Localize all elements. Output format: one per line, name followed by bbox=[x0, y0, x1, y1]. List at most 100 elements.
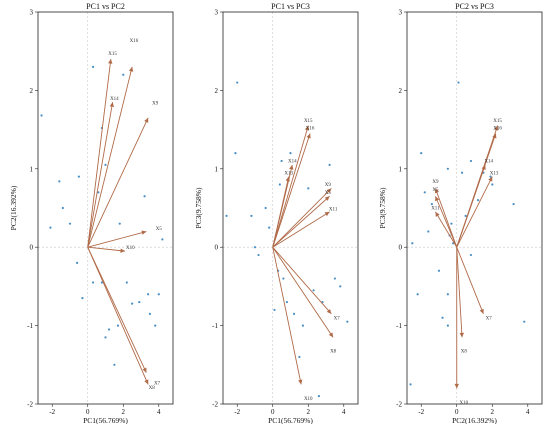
sample-point bbox=[148, 312, 152, 315]
sample-point bbox=[333, 277, 337, 280]
loading-arrow bbox=[272, 176, 290, 248]
y-tick-label: -1 bbox=[27, 322, 33, 330]
loading-label: X8 bbox=[330, 349, 337, 354]
sample-point bbox=[122, 73, 125, 76]
x-tick-label: 4 bbox=[157, 408, 161, 416]
loading-arrowhead bbox=[494, 125, 499, 131]
x-tick-label: -2 bbox=[234, 408, 240, 416]
loading-label: X7 bbox=[486, 316, 493, 321]
loading-arrowhead bbox=[306, 133, 311, 139]
sample-point bbox=[437, 269, 441, 272]
sample-point bbox=[512, 202, 515, 206]
loading-label: X11 bbox=[431, 207, 440, 212]
sample-point bbox=[157, 293, 160, 296]
sample-point bbox=[40, 114, 43, 117]
loading-arrowhead bbox=[435, 196, 440, 202]
x-tick-label: -2 bbox=[418, 408, 424, 416]
x-tick-label: 0 bbox=[86, 408, 90, 416]
loading-arrow bbox=[87, 102, 114, 248]
sample-point bbox=[104, 336, 107, 339]
loading-arrowhead bbox=[324, 196, 330, 201]
sample-point bbox=[58, 180, 61, 183]
sample-point bbox=[446, 324, 449, 327]
loading-label: X5 bbox=[432, 188, 439, 193]
loading-label: X14 bbox=[110, 97, 119, 102]
y-tick-label: 1 bbox=[215, 165, 219, 173]
y-tick-label: 2 bbox=[30, 87, 34, 95]
x-tick-label: 4 bbox=[526, 408, 530, 416]
panel-title: PC2 vs PC3 bbox=[455, 2, 494, 11]
sample-point bbox=[49, 226, 52, 229]
x-tick-label: 0 bbox=[271, 408, 275, 416]
sample-point bbox=[416, 293, 419, 296]
loading-arrow bbox=[87, 247, 149, 385]
loading-arrowhead bbox=[435, 211, 440, 217]
sample-point bbox=[464, 214, 467, 217]
loading-label: X13 bbox=[284, 171, 293, 176]
loading-arrow bbox=[272, 246, 332, 315]
loading-label: X8 bbox=[461, 349, 468, 354]
loading-label: X9 bbox=[152, 102, 159, 107]
loading-arrow bbox=[272, 125, 309, 248]
loading-label: X15 bbox=[108, 52, 117, 57]
sample-point bbox=[446, 167, 449, 170]
x-axis-label: PC1(56.769%) bbox=[268, 416, 313, 424]
sample-point bbox=[282, 277, 285, 280]
sample-point bbox=[257, 253, 260, 257]
x-tick-label: -2 bbox=[49, 408, 55, 416]
loading-arrow bbox=[272, 247, 302, 385]
loading-label: X16 bbox=[130, 39, 139, 44]
y-tick-label: 1 bbox=[399, 165, 403, 173]
plot-frame bbox=[37, 11, 174, 405]
sample-point bbox=[118, 222, 121, 225]
sample-point bbox=[250, 214, 253, 217]
loading-arrowhead bbox=[488, 176, 493, 182]
sample-point bbox=[81, 297, 84, 300]
sample-point bbox=[97, 191, 100, 194]
loading-arrowhead bbox=[479, 308, 484, 314]
loading-arrowhead bbox=[492, 133, 497, 139]
x-tick-label: 4 bbox=[342, 408, 346, 416]
y-tick-label: 0 bbox=[215, 244, 219, 252]
loading-arrowhead bbox=[304, 125, 310, 131]
sample-point bbox=[298, 355, 301, 359]
loading-label: X8 bbox=[149, 386, 156, 391]
sample-point bbox=[446, 293, 449, 296]
loading-label: X16 bbox=[493, 127, 502, 132]
y-tick-label: -2 bbox=[396, 401, 402, 409]
sample-point bbox=[469, 159, 473, 163]
sample-point bbox=[147, 293, 150, 296]
sample-point bbox=[91, 281, 95, 284]
loading-arrowhead bbox=[109, 102, 115, 107]
sample-point bbox=[346, 320, 349, 323]
sample-point bbox=[100, 281, 104, 284]
biplot-pc1-vs-pc3: -2 0 2 4 -2 -1 0 1 2 3 PC1 vs PC3 PC1(56.769%) PC3(9… bbox=[194, 2, 359, 424]
loading-arrowhead bbox=[289, 164, 294, 170]
loading-arrowhead bbox=[128, 66, 134, 72]
loading-arrowhead bbox=[142, 367, 147, 373]
sample-point bbox=[420, 152, 423, 155]
sample-point bbox=[450, 222, 453, 225]
loading-label: X13 bbox=[490, 171, 499, 176]
x-tick-label: 2 bbox=[491, 408, 495, 416]
sample-point bbox=[317, 395, 321, 398]
loading-arrowhead bbox=[108, 59, 113, 64]
sample-point bbox=[104, 163, 107, 166]
x-tick-label: 2 bbox=[122, 408, 126, 416]
sample-point bbox=[253, 246, 257, 249]
loading-arrowhead bbox=[144, 379, 149, 385]
loading-arrowhead bbox=[459, 332, 464, 338]
sample-point bbox=[131, 302, 134, 305]
sample-point bbox=[423, 191, 426, 194]
sample-point bbox=[307, 187, 310, 190]
y-axis-label: PC3(9.758%) bbox=[378, 187, 387, 229]
sample-point bbox=[301, 324, 305, 327]
sample-point bbox=[75, 261, 79, 264]
loading-arrow bbox=[456, 176, 493, 248]
loading-arrow bbox=[272, 195, 330, 248]
loading-label: X5 bbox=[156, 227, 163, 232]
loading-label: X7 bbox=[334, 316, 341, 321]
loading-arrowhead bbox=[298, 379, 303, 385]
sample-point bbox=[489, 175, 492, 178]
loading-arrow bbox=[87, 66, 133, 248]
